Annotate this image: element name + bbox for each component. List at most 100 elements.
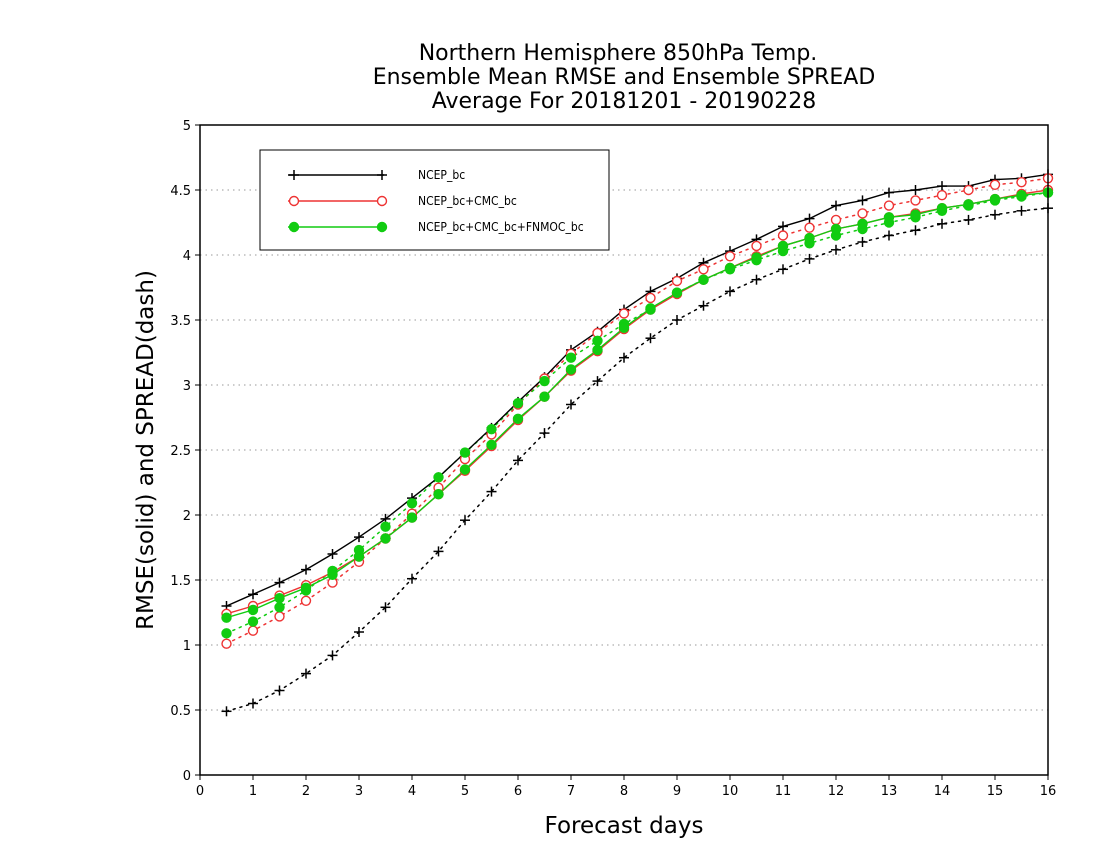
- spread-point-1: [804, 222, 815, 233]
- spread-point-0: [486, 486, 497, 497]
- spread-point-1: [830, 214, 842, 226]
- rmse-point-2: [963, 199, 974, 210]
- legend-label-1: NCEP_bc+CMC_bc: [418, 194, 517, 208]
- spread-point-0: [354, 627, 364, 637]
- chart-title-line-3: Average For 20181201 - 20190228: [432, 89, 817, 114]
- spread-point-1: [247, 625, 259, 636]
- rmse-point-2: [380, 533, 391, 544]
- legend-marker-0: [289, 170, 299, 180]
- rmse-point-2: [300, 582, 312, 594]
- spread-point-1: [645, 292, 656, 304]
- legend-box: [259, 149, 610, 251]
- spread-point-0: [301, 668, 311, 679]
- y-tick-label: 2: [183, 509, 191, 524]
- rmse-point-2: [804, 232, 815, 244]
- rmse-point-0: [937, 181, 947, 192]
- chart-title: Northern Hemisphere 850hPa Temp. Ensembl…: [373, 41, 876, 114]
- spread-point-1: [221, 638, 232, 649]
- spread-point-0: [963, 214, 974, 225]
- rmse-point-2: [1016, 189, 1027, 201]
- rmse-point-2: [751, 252, 762, 263]
- x-tick-label: 12: [828, 784, 845, 799]
- spread-point-0: [592, 376, 603, 387]
- rmse-point-2: [486, 439, 497, 451]
- x-tick-label: 0: [196, 784, 204, 799]
- spread-point-2: [247, 616, 259, 627]
- spread-point-1: [777, 230, 789, 241]
- x-tick-label: 11: [775, 784, 792, 799]
- y-tick-label: 4: [183, 249, 191, 264]
- rmse-point-0: [857, 195, 868, 206]
- spread-point-2: [406, 498, 418, 509]
- spread-point-0: [751, 274, 762, 285]
- spread-point-0: [778, 264, 788, 275]
- spread-point-2: [565, 352, 577, 363]
- legend-marker-0: [377, 170, 387, 180]
- y-axis-label: RMSE(solid) and SPREAD(dash): [133, 270, 159, 630]
- rmse-line-1: [226, 189, 1049, 615]
- spread-point-1: [910, 195, 921, 206]
- rmse-point-2: [883, 212, 895, 223]
- y-tick-label: 0.5: [170, 704, 191, 719]
- legend-label-2: NCEP_bc+CMC_bc+FNMOC_bc: [418, 220, 584, 234]
- rmse-point-2: [539, 391, 550, 402]
- spread-point-1: [274, 611, 285, 622]
- rmse-point-2: [592, 344, 603, 356]
- spread-point-0: [566, 399, 576, 410]
- spread-point-0: [990, 209, 1000, 220]
- rmse-point-0: [327, 549, 338, 559]
- rmse-point-0: [354, 532, 364, 543]
- spread-point-2: [433, 472, 444, 483]
- spread-point-0: [1016, 205, 1027, 216]
- x-axis-label: Forecast days: [545, 813, 704, 839]
- x-tick-label: 9: [673, 784, 681, 799]
- rmse-point-2: [247, 604, 259, 616]
- spread-point-1: [751, 240, 762, 252]
- spread-point-0: [698, 300, 709, 311]
- rmse-point-2: [777, 240, 789, 252]
- spread-point-0: [831, 244, 841, 255]
- y-tick-label: 3.5: [170, 314, 191, 329]
- rmse-point-2: [830, 223, 842, 235]
- spread-point-2: [512, 398, 524, 409]
- spread-point-0: [327, 650, 338, 661]
- y-tick-label: 5: [183, 119, 191, 134]
- spread-point-0: [857, 237, 868, 247]
- spread-point-1: [936, 189, 948, 201]
- spread-point-0: [539, 428, 550, 439]
- spread-point-0: [407, 573, 417, 584]
- y-tick-label: 3: [183, 379, 191, 394]
- spread-point-0: [937, 218, 947, 229]
- rmse-point-2: [724, 262, 736, 274]
- spread-line-0: [225, 207, 1049, 713]
- spread-point-1: [300, 595, 312, 606]
- rmse-point-2: [406, 512, 418, 523]
- x-tick-label: 10: [722, 784, 739, 799]
- spread-point-0: [380, 602, 391, 613]
- legend: NCEP_bc NCEP_bc+CMC_bc NCEP_bc+CMC_bc+FNMO…: [259, 149, 610, 251]
- spread-point-0: [645, 333, 656, 344]
- spread-point-0: [460, 515, 470, 526]
- rmse-point-2: [645, 303, 656, 314]
- x-tick-label: 15: [987, 784, 1004, 799]
- rmse-point-2: [936, 202, 948, 214]
- spread-point-0: [274, 685, 285, 696]
- y-tick-label: 0: [183, 769, 191, 784]
- x-tick-label: 3: [355, 784, 363, 799]
- legend-marker-2: [288, 221, 300, 233]
- rmse-point-0: [248, 589, 258, 600]
- rmse-point-0: [831, 200, 841, 211]
- y-tick-label: 1: [183, 639, 191, 654]
- spread-point-0: [221, 706, 232, 717]
- spread-point-1: [618, 308, 630, 319]
- spread-point-2: [539, 375, 550, 387]
- spread-point-1: [989, 179, 1001, 191]
- spread-point-0: [513, 455, 523, 466]
- rmse-point-0: [274, 577, 285, 588]
- spread-point-2: [486, 424, 497, 435]
- x-tick-label: 6: [514, 784, 522, 799]
- x-tick-label: 4: [408, 784, 416, 799]
- y-tick-label: 4.5: [170, 184, 191, 199]
- spread-point-2: [274, 602, 285, 613]
